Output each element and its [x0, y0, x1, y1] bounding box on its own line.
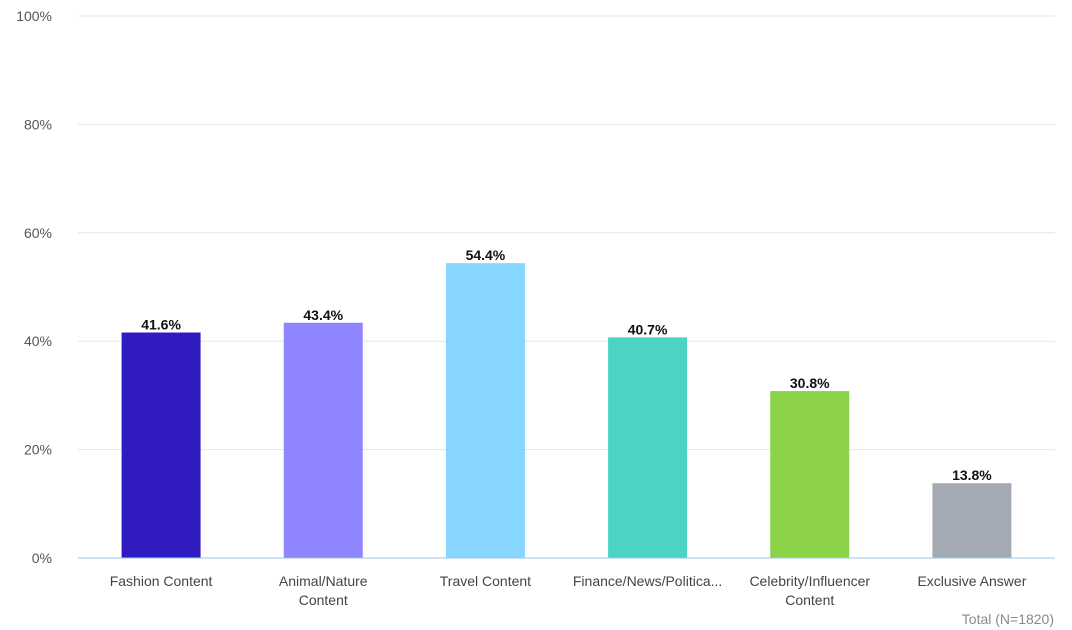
bar: [608, 337, 688, 558]
y-tick-label: 80%: [24, 116, 52, 132]
bars: [121, 263, 1012, 558]
y-tick-label: 0%: [32, 550, 52, 566]
bar: [770, 391, 850, 558]
data-labels: 41.6% 43.4% 54.4% 40.7% 30.8% 13.8%: [141, 247, 992, 483]
x-category-label: Animal/Nature: [279, 573, 368, 589]
x-category-label: Travel Content: [440, 573, 531, 589]
y-tick-label: 60%: [24, 225, 52, 241]
bar: [445, 263, 525, 558]
data-label: 54.4%: [466, 247, 506, 263]
data-label: 40.7%: [628, 321, 668, 337]
sample-size-note: Total (N=1820): [961, 611, 1054, 627]
x-axis-categories: Fashion Content Animal/Nature Content Trave…: [110, 573, 1027, 608]
data-label: 41.6%: [141, 317, 181, 333]
bar: [283, 322, 363, 558]
x-category-label: Content: [785, 592, 834, 608]
x-category-label: Celebrity/Influencer: [749, 573, 870, 589]
data-label: 13.8%: [952, 467, 992, 483]
data-label: 30.8%: [790, 375, 830, 391]
x-category-label: Exclusive Answer: [917, 573, 1026, 589]
x-category-label: Fashion Content: [110, 573, 213, 589]
y-tick-label: 20%: [24, 442, 52, 458]
gridlines: [78, 15, 1055, 451]
bar: [121, 332, 201, 558]
y-tick-label: 40%: [24, 333, 52, 349]
data-label: 43.4%: [303, 307, 343, 323]
y-axis-ticks: 0% 20% 40% 60% 80% 100%: [16, 8, 52, 566]
x-category-label: Content: [299, 592, 348, 608]
bar: [932, 483, 1012, 558]
x-category-label: Finance/News/Politica...: [573, 573, 722, 589]
y-tick-label: 100%: [16, 8, 52, 24]
